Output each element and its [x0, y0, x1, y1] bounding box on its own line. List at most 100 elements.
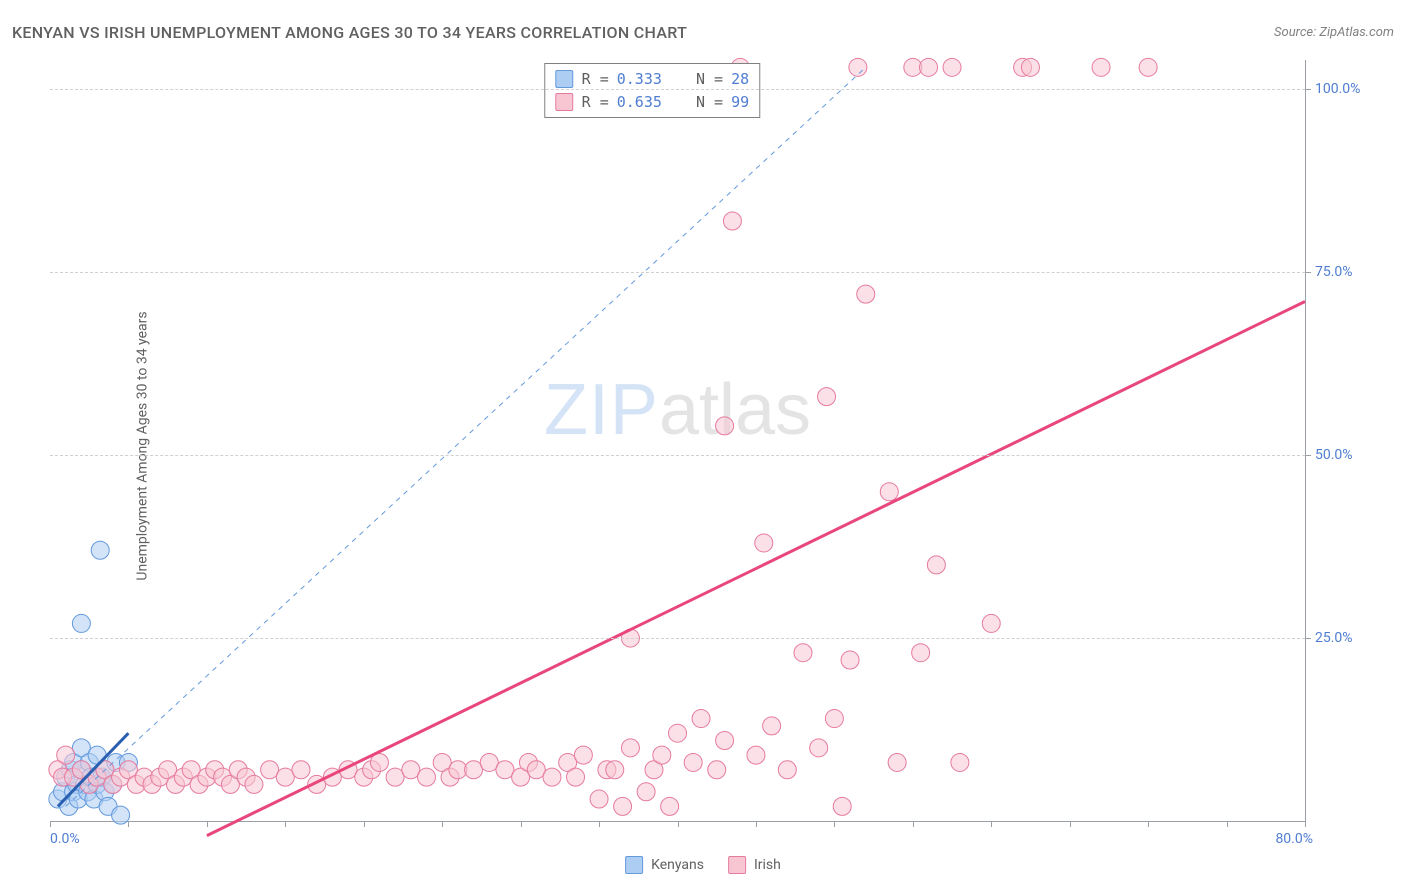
x-tick-label: 0.0% — [50, 831, 80, 847]
data-point — [880, 483, 898, 501]
source-label: Source: ZipAtlas.com — [1274, 25, 1394, 40]
data-point — [818, 388, 836, 406]
x-tick — [834, 821, 835, 827]
y-tick — [1305, 638, 1311, 639]
x-tick — [442, 821, 443, 827]
y-tick-label: 75.0% — [1315, 264, 1375, 280]
x-tick — [991, 821, 992, 827]
n-label: N = — [696, 68, 723, 91]
data-point — [574, 746, 592, 764]
data-point — [982, 614, 1000, 632]
data-point — [943, 58, 961, 76]
gridline — [50, 89, 1305, 90]
data-point — [1021, 58, 1039, 76]
data-point — [747, 746, 765, 764]
r-label: R = — [582, 68, 609, 91]
series-swatch — [556, 70, 574, 88]
legend-swatch — [728, 856, 746, 874]
data-point — [951, 753, 969, 771]
correlation-stats-box: R = 0.333 N = 28R = 0.635 N = 99 — [545, 63, 760, 118]
x-tick — [364, 821, 365, 827]
r-label: R = — [582, 91, 609, 114]
x-tick-label: 80.0% — [1275, 831, 1313, 847]
data-point — [245, 775, 263, 793]
x-tick — [521, 821, 522, 827]
data-point — [614, 797, 632, 815]
title-bar: KENYAN VS IRISH UNEMPLOYMENT AMONG AGES … — [12, 18, 1394, 46]
n-value: 99 — [731, 91, 749, 114]
data-point — [567, 768, 585, 786]
x-tick — [599, 821, 600, 827]
data-point — [1139, 58, 1157, 76]
x-tick — [50, 821, 51, 827]
y-tick — [1305, 455, 1311, 456]
legend-item: Irish — [728, 856, 781, 874]
data-point — [91, 541, 109, 559]
x-tick — [1305, 821, 1306, 827]
y-tick — [1305, 89, 1311, 90]
data-point — [833, 797, 851, 815]
plot-area: ZIPatlas R = 0.333 N = 28R = 0.635 N = 9… — [50, 60, 1306, 822]
x-tick — [128, 821, 129, 827]
data-point — [888, 753, 906, 771]
data-point — [669, 724, 687, 742]
y-tick-label: 100.0% — [1315, 81, 1375, 97]
y-tick-label: 25.0% — [1315, 630, 1375, 646]
y-tick — [1305, 272, 1311, 273]
data-point — [112, 806, 130, 824]
legend-label: Kenyans — [651, 857, 704, 873]
data-point — [72, 614, 90, 632]
data-point — [927, 556, 945, 574]
data-point — [716, 417, 734, 435]
data-point — [692, 710, 710, 728]
data-point — [708, 761, 726, 779]
gridline — [50, 272, 1305, 273]
scatter-plot — [50, 60, 1305, 821]
series-swatch — [556, 93, 574, 111]
data-point — [418, 768, 436, 786]
x-tick — [678, 821, 679, 827]
data-point — [1092, 58, 1110, 76]
legend-item: Kenyans — [625, 856, 704, 874]
data-point — [825, 710, 843, 728]
x-tick — [756, 821, 757, 827]
x-tick — [1148, 821, 1149, 827]
legend-swatch — [625, 856, 643, 874]
data-point — [653, 746, 671, 764]
data-point — [716, 732, 734, 750]
stats-row: R = 0.635 N = 99 — [556, 91, 749, 114]
legend-label: Irish — [754, 857, 781, 873]
x-tick — [1070, 821, 1071, 827]
r-value: 0.333 — [617, 68, 662, 91]
data-point — [778, 761, 796, 779]
data-point — [590, 790, 608, 808]
data-point — [849, 58, 867, 76]
chart-title: KENYAN VS IRISH UNEMPLOYMENT AMONG AGES … — [12, 23, 687, 42]
stats-row: R = 0.333 N = 28 — [556, 68, 749, 91]
r-value: 0.635 — [617, 91, 662, 114]
data-point — [292, 761, 310, 779]
data-point — [810, 739, 828, 757]
gridline — [50, 455, 1305, 456]
data-point — [684, 753, 702, 771]
x-tick — [1227, 821, 1228, 827]
y-tick-label: 50.0% — [1315, 447, 1375, 463]
data-point — [57, 746, 75, 764]
data-point — [637, 783, 655, 801]
legend: Kenyans Irish — [625, 856, 781, 874]
data-point — [661, 797, 679, 815]
data-point — [606, 761, 624, 779]
data-point — [543, 768, 561, 786]
gridline — [50, 638, 1305, 639]
data-point — [723, 212, 741, 230]
x-tick — [913, 821, 914, 827]
x-tick — [285, 821, 286, 827]
n-value: 28 — [731, 68, 749, 91]
data-point — [794, 644, 812, 662]
data-point — [763, 717, 781, 735]
data-point — [920, 58, 938, 76]
data-point — [841, 651, 859, 669]
data-point — [621, 739, 639, 757]
n-label: N = — [696, 91, 723, 114]
data-point — [857, 285, 875, 303]
